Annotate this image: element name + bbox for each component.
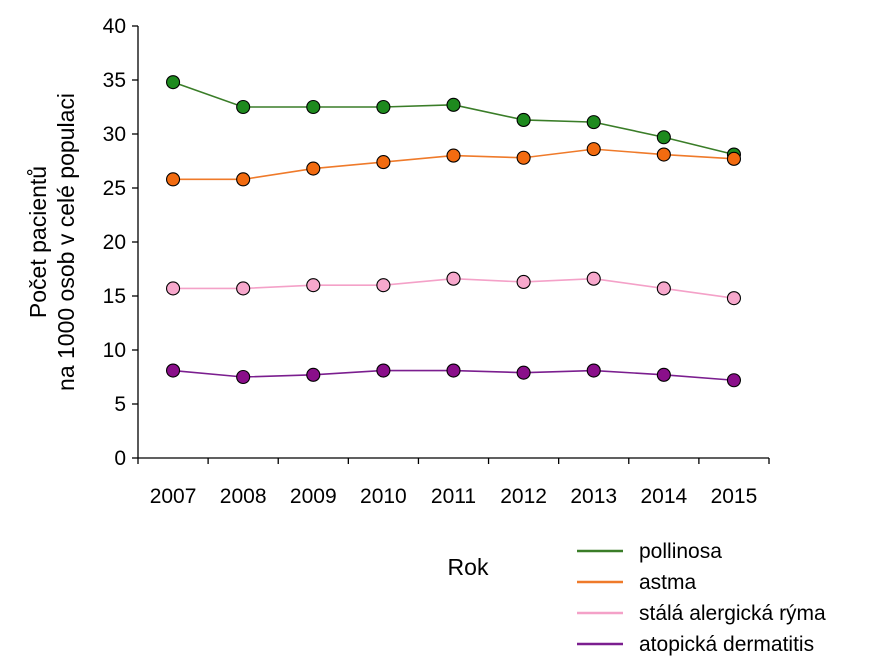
- data-point: [166, 75, 181, 90]
- data-point: [236, 172, 251, 187]
- data-point: [586, 271, 601, 286]
- x-tick-label: 2015: [711, 485, 758, 508]
- data-point: [306, 278, 321, 293]
- data-point: [166, 172, 181, 187]
- y-tick-label: 10: [103, 339, 126, 362]
- data-point: [236, 99, 251, 115]
- y-axis-title-line-2: na 1000 osob v celé populaci: [53, 93, 79, 391]
- series-4: [166, 363, 741, 388]
- data-point: [376, 363, 391, 378]
- data-point: [586, 142, 601, 157]
- data-point: [236, 281, 251, 296]
- y-axis-title: Počet pacientů na 1000 osob v celé popul…: [25, 93, 79, 391]
- data-point: [516, 274, 531, 290]
- data-point: [446, 97, 461, 112]
- legend-item: atopická dermatitis: [577, 633, 814, 656]
- x-tick-label: 2012: [500, 485, 547, 508]
- y-tick-label: 30: [103, 123, 126, 146]
- y-ticks: 0 5 10 15 20 25 30 35 40: [103, 15, 138, 470]
- series-3: [166, 271, 741, 306]
- data-point: [726, 151, 741, 166]
- data-point: [306, 161, 321, 176]
- data-point: [306, 99, 321, 115]
- x-axis-title: Rok: [448, 554, 489, 580]
- legend: pollinosa astma stálá alergická rýma atopic…: [577, 540, 826, 656]
- data-point: [656, 130, 671, 145]
- data-point: [586, 363, 601, 378]
- y-tick-label: 35: [103, 69, 126, 92]
- data-point: [166, 363, 181, 378]
- data-point: [166, 281, 181, 296]
- data-point: [306, 367, 321, 382]
- x-ticks: 2007 2008 2009 2010 2011 2012 2013 2014 2015: [137, 458, 770, 508]
- data-point: [236, 369, 251, 385]
- data-point: [656, 367, 671, 382]
- data-point: [656, 147, 671, 162]
- data-point: [376, 99, 391, 115]
- x-tick-label: 2014: [640, 485, 687, 508]
- x-tick-label: 2013: [570, 485, 617, 508]
- series-2: [166, 142, 741, 187]
- data-point: [446, 363, 461, 378]
- axes: [137, 26, 769, 459]
- data-point: [516, 365, 531, 380]
- legend-label: atopická dermatitis: [639, 633, 814, 656]
- legend-label: pollinosa: [639, 540, 722, 563]
- series-layer: [166, 75, 741, 388]
- y-tick-label: 15: [103, 285, 126, 308]
- y-tick-label: 20: [103, 231, 126, 254]
- x-tick-label: 2009: [290, 485, 337, 508]
- x-tick-label: 2007: [150, 485, 197, 508]
- legend-item: astma: [577, 571, 697, 594]
- data-point: [726, 291, 741, 306]
- x-tick-label: 2011: [431, 485, 476, 508]
- data-point: [586, 115, 601, 130]
- y-tick-label: 25: [103, 177, 126, 200]
- data-point: [726, 373, 741, 388]
- data-point: [446, 148, 461, 163]
- data-point: [376, 278, 391, 293]
- y-tick-label: 0: [114, 447, 126, 470]
- legend-label: astma: [639, 571, 697, 594]
- series-line: [172, 81, 735, 156]
- y-axis-title-line-1: Počet pacientů: [25, 166, 51, 318]
- data-point: [446, 271, 461, 286]
- series-1: [166, 75, 741, 162]
- y-tick-label: 5: [114, 393, 126, 416]
- data-point: [516, 150, 531, 165]
- x-tick-label: 2008: [220, 485, 267, 508]
- data-point: [376, 155, 391, 170]
- legend-item: pollinosa: [577, 540, 722, 563]
- x-tick-label: 2010: [360, 485, 407, 508]
- legend-label: stálá alergická rýma: [639, 602, 826, 625]
- data-point: [656, 281, 671, 296]
- y-tick-label: 40: [103, 15, 126, 38]
- data-point: [516, 112, 531, 128]
- legend-item: stálá alergická rýma: [577, 602, 826, 625]
